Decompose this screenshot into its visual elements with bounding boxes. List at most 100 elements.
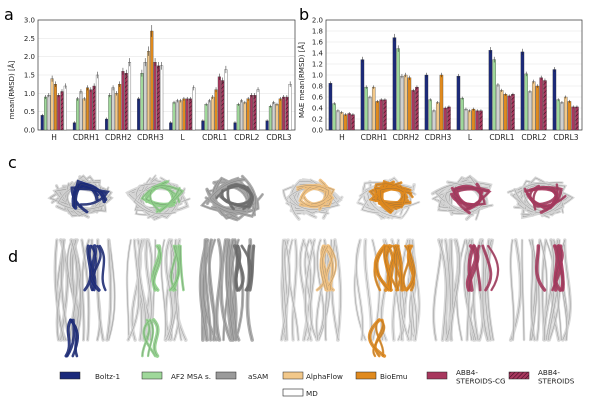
- structure-row-d: [53, 238, 572, 358]
- ribbon-outline: [557, 245, 564, 291]
- bar: [236, 104, 240, 131]
- ribbon-outline: [510, 239, 515, 341]
- ribbon-outline: [467, 245, 476, 291]
- ribbon-outline: [521, 239, 525, 341]
- ribbon-outline: [406, 245, 415, 291]
- ribbon-outline: [555, 245, 563, 291]
- x-tick-label: H: [339, 133, 345, 142]
- bar: [179, 100, 183, 131]
- ribbon-outline: [81, 239, 89, 341]
- ribbon-outline: [393, 245, 399, 291]
- y-tick-label: 1.0: [312, 72, 323, 80]
- bar: [535, 85, 540, 131]
- x-tick-label: CDRL1: [202, 133, 227, 142]
- ribbon-outline: [369, 319, 385, 357]
- ribbon-outline: [356, 239, 363, 341]
- bar: [192, 87, 196, 131]
- bar: [543, 80, 547, 131]
- x-tick-label: H: [51, 133, 57, 142]
- structure-side-view: [353, 238, 421, 358]
- ribbon-outline: [281, 239, 288, 341]
- bar: [221, 80, 225, 131]
- legend-label-abb4-line2: STEROIDS: [538, 377, 575, 386]
- ribbon-outline: [322, 245, 329, 291]
- y-tick-label: 0.0: [312, 127, 323, 135]
- ribbon-outline: [147, 319, 154, 357]
- ribbon-outline: [473, 239, 483, 341]
- bar: [204, 104, 208, 131]
- bar: [156, 65, 160, 131]
- bar: [392, 37, 397, 131]
- y-tick-label: 1.4: [312, 50, 324, 58]
- bar: [153, 62, 157, 131]
- ribbon-outline: [69, 239, 78, 341]
- bar: [128, 62, 132, 131]
- panel-label-c: c: [8, 153, 17, 172]
- bar: [188, 98, 192, 131]
- ribbon-outline: [134, 180, 176, 215]
- bar: [383, 99, 387, 131]
- x-tick-label: CDRL3: [553, 133, 578, 142]
- ribbon-outline: [143, 319, 156, 357]
- bar: [511, 94, 515, 131]
- y-tick-label: 3.0: [24, 17, 35, 25]
- legend-swatch-asam: [215, 371, 237, 380]
- bar: [332, 103, 336, 131]
- legend-label-abb4cg-line2: STEROIDS-CG: [456, 377, 506, 386]
- ribbon-outline: [221, 239, 231, 341]
- bar: [275, 104, 279, 131]
- bar: [63, 85, 67, 131]
- ribbon-outline: [99, 245, 106, 291]
- bar: [439, 74, 444, 131]
- legend-label-abb4cg: ABB4- STEROIDS-CG: [456, 368, 506, 386]
- panel-label-d: d: [8, 247, 18, 266]
- y-tick-label: 0.2: [312, 116, 323, 124]
- ribbon-outline: [288, 239, 299, 341]
- bar: [211, 96, 215, 131]
- y-tick-label: 0.4: [312, 105, 324, 113]
- ribbon-outline: [84, 245, 91, 291]
- legend-label-abb4cg-line1: ABB4-: [456, 368, 478, 377]
- bar: [47, 95, 51, 131]
- bar: [360, 59, 365, 131]
- legend-label-boltz1: Boltz-1: [95, 372, 120, 381]
- bar: [140, 73, 144, 131]
- structure-top-view: [282, 178, 344, 221]
- x-tick-label: CDRH1: [73, 133, 100, 142]
- y-tick-label: 0.0: [24, 127, 35, 135]
- bar: [114, 93, 118, 131]
- bar: [246, 98, 250, 131]
- ribbon-outline: [180, 245, 184, 291]
- ribbon: [179, 244, 185, 292]
- bar: [60, 91, 64, 131]
- bar: [435, 102, 440, 131]
- bar: [207, 100, 211, 131]
- legend-label-alphaflow: AlphaFlow: [306, 372, 343, 381]
- bar: [488, 50, 493, 131]
- bar: [492, 59, 496, 131]
- bar: [328, 83, 333, 131]
- bar: [175, 100, 179, 131]
- ribbon-outline: [170, 245, 180, 291]
- bar: [347, 113, 351, 131]
- bar: [53, 84, 57, 131]
- structure-side-view: [279, 238, 343, 342]
- legend-swatch-af2: [141, 371, 163, 380]
- ribbon-outline: [204, 239, 211, 341]
- bar: [479, 110, 483, 131]
- ribbon-outline: [220, 186, 253, 207]
- ribbon-outline: [65, 319, 71, 357]
- bar: [76, 98, 80, 131]
- ribbon-outline: [530, 187, 562, 213]
- plot-frame: [325, 19, 583, 131]
- bar: [571, 106, 575, 131]
- bar: [364, 86, 368, 131]
- x-tick-label: CDRH1: [361, 133, 388, 142]
- bar: [143, 62, 147, 131]
- x-tick-label: CDRL2: [234, 133, 259, 142]
- bar: [224, 69, 228, 131]
- bar: [50, 78, 54, 131]
- ribbon-outline: [317, 245, 327, 291]
- ribbon-outline: [514, 187, 563, 215]
- bar: [499, 90, 504, 131]
